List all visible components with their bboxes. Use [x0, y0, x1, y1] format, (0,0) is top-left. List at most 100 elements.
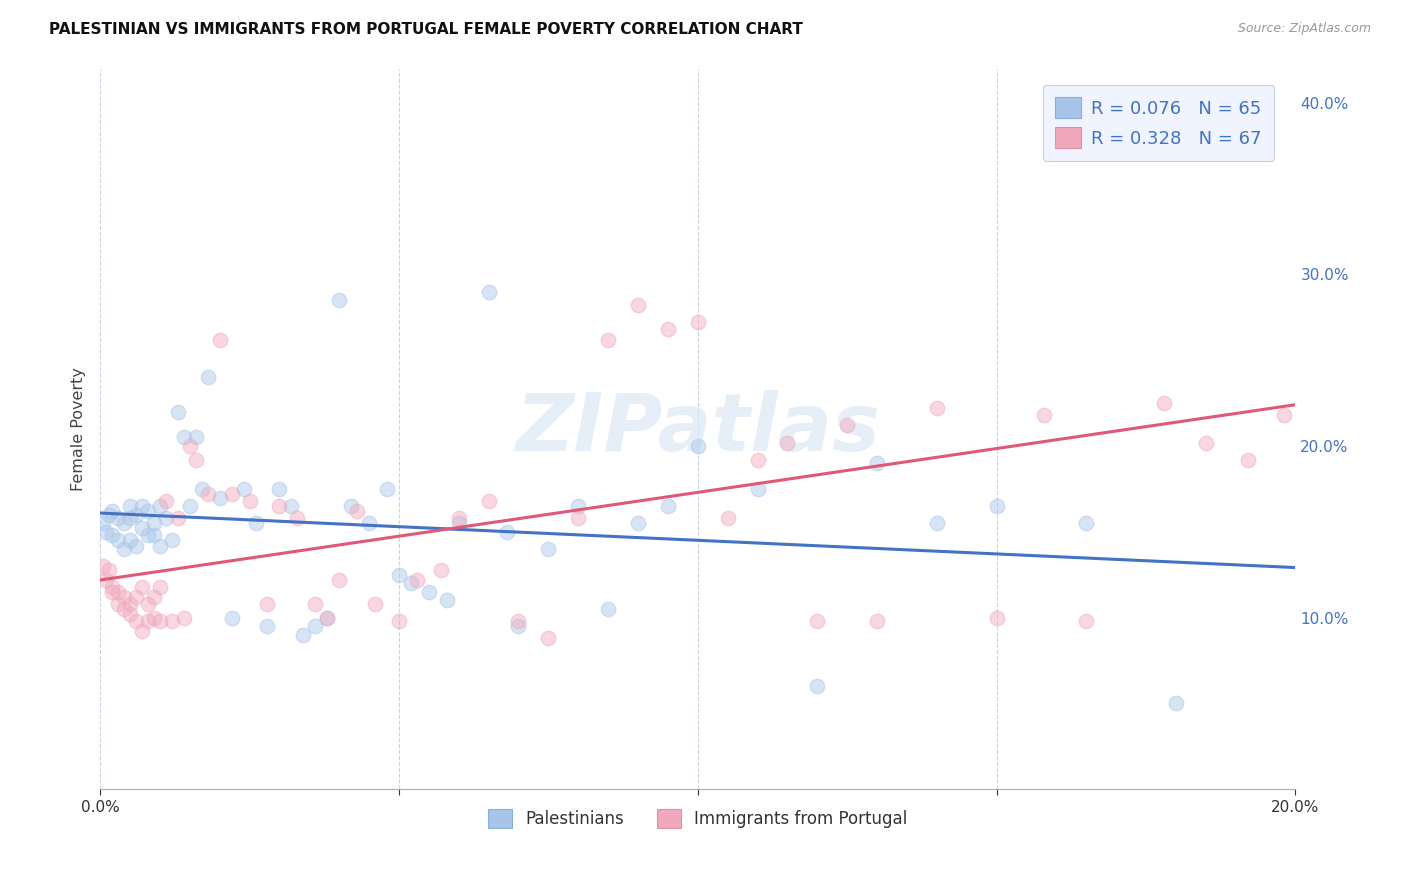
Point [160, 614, 183, 628]
Point [1105, 144, 1128, 158]
Point [1164, 697, 1187, 711]
Point [232, 482, 254, 496]
Point [627, 516, 650, 531]
Point [925, 401, 948, 416]
Point [166, 511, 188, 525]
Point [388, 567, 411, 582]
Point [657, 322, 679, 336]
Point [717, 511, 740, 525]
Point [208, 333, 231, 347]
Point [747, 452, 769, 467]
Point [149, 539, 172, 553]
Point [107, 533, 129, 548]
Point [686, 439, 709, 453]
Point [986, 610, 1008, 624]
Point [149, 499, 172, 513]
Point [245, 516, 267, 531]
Text: ZIPatlas: ZIPatlas [515, 390, 880, 468]
Point [221, 610, 243, 624]
Point [256, 597, 278, 611]
Point [190, 482, 212, 496]
Text: PALESTINIAN VS IMMIGRANTS FROM PORTUGAL FEMALE POVERTY CORRELATION CHART: PALESTINIAN VS IMMIGRANTS FROM PORTUGAL … [49, 22, 803, 37]
Point [776, 435, 799, 450]
Point [107, 585, 129, 599]
Point [131, 580, 153, 594]
Point [98, 508, 121, 522]
Point [269, 499, 291, 513]
Point [118, 597, 141, 611]
Point [866, 456, 889, 470]
Point [598, 333, 620, 347]
Point [125, 614, 148, 628]
Point [256, 619, 278, 633]
Point [131, 499, 153, 513]
Point [627, 298, 650, 312]
Point [112, 516, 135, 531]
Point [478, 285, 501, 299]
Point [280, 499, 302, 513]
Point [686, 316, 709, 330]
Point [184, 452, 207, 467]
Point [986, 499, 1008, 513]
Point [375, 482, 398, 496]
Point [179, 499, 201, 513]
Point [179, 439, 201, 453]
Point [269, 482, 291, 496]
Point [328, 293, 350, 308]
Point [197, 370, 219, 384]
Point [1153, 396, 1175, 410]
Point [184, 430, 207, 444]
Point [94, 524, 117, 539]
Point [238, 494, 260, 508]
Point [1315, 418, 1337, 433]
Point [118, 533, 141, 548]
Point [447, 516, 470, 531]
Point [567, 511, 589, 525]
Point [101, 580, 124, 594]
Point [155, 494, 177, 508]
Point [866, 614, 889, 628]
Point [747, 482, 769, 496]
Point [340, 499, 363, 513]
Point [118, 499, 141, 513]
Point [316, 610, 339, 624]
Point [155, 511, 177, 525]
Point [136, 597, 159, 611]
Legend: Palestinians, Immigrants from Portugal: Palestinians, Immigrants from Portugal [482, 803, 914, 835]
Y-axis label: Female Poverty: Female Poverty [72, 367, 86, 491]
Point [118, 607, 141, 622]
Point [101, 528, 124, 542]
Point [1076, 516, 1098, 531]
Point [508, 614, 530, 628]
Point [91, 559, 114, 574]
Point [388, 614, 411, 628]
Point [447, 511, 470, 525]
Point [149, 580, 172, 594]
Point [304, 597, 326, 611]
Point [418, 585, 440, 599]
Point [537, 541, 560, 556]
Point [107, 597, 129, 611]
Point [346, 504, 368, 518]
Point [94, 573, 117, 587]
Point [1272, 408, 1295, 422]
Point [101, 585, 124, 599]
Point [806, 614, 828, 628]
Point [160, 533, 183, 548]
Point [478, 494, 501, 508]
Point [131, 521, 153, 535]
Point [508, 619, 530, 633]
Point [430, 563, 453, 577]
Point [118, 511, 141, 525]
Point [1236, 452, 1258, 467]
Text: Source: ZipAtlas.com: Source: ZipAtlas.com [1237, 22, 1371, 36]
Point [221, 487, 243, 501]
Point [173, 610, 195, 624]
Point [567, 499, 589, 513]
Point [208, 491, 231, 505]
Point [328, 573, 350, 587]
Point [136, 528, 159, 542]
Point [399, 576, 422, 591]
Point [436, 593, 458, 607]
Point [925, 516, 948, 531]
